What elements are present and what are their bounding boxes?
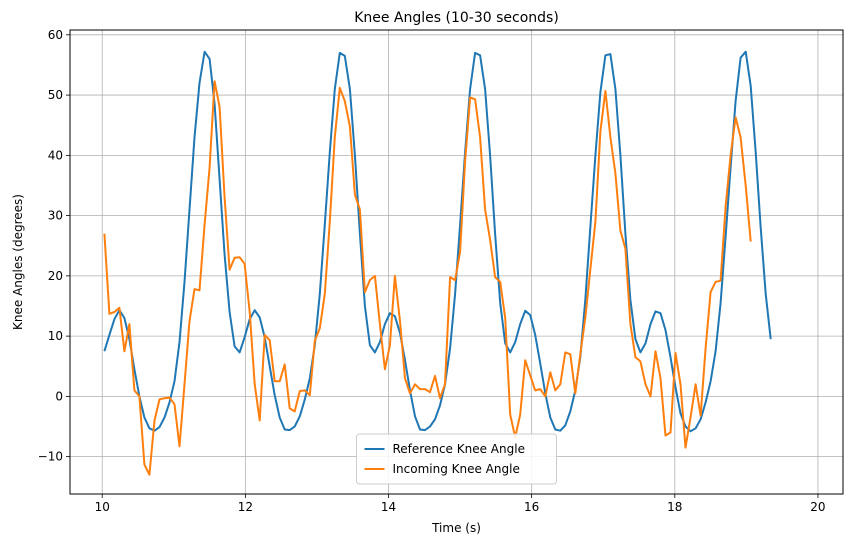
legend-label-reference: Reference Knee Angle xyxy=(393,442,525,456)
y-axis-title: Knee Angles (degrees) xyxy=(11,194,25,330)
incoming-knee-angle-line xyxy=(103,80,752,476)
y-tick-label: 10 xyxy=(48,329,63,343)
y-tick-label: 60 xyxy=(48,28,63,42)
chart-title: Knee Angles (10-30 seconds) xyxy=(354,10,559,26)
y-tick-label: 30 xyxy=(48,209,63,223)
x-tick-label: 14 xyxy=(381,500,396,514)
y-tick-label: 40 xyxy=(48,148,63,162)
axis-ticks: 10 12 14 16 18 20 −10 0 10 20 30 40 50 60 xyxy=(38,28,826,514)
legend-box xyxy=(356,433,557,485)
x-tick-label: 20 xyxy=(810,500,825,514)
x-axis-title: Time (s) xyxy=(431,521,481,535)
y-tick-label: 50 xyxy=(48,88,63,102)
legend: Reference Knee Angle Incoming Knee Angle xyxy=(356,433,557,485)
plot-frame xyxy=(69,29,844,495)
y-tick-label: −10 xyxy=(38,450,63,464)
legend-label-incoming: Incoming Knee Angle xyxy=(393,462,520,476)
x-tick-label: 16 xyxy=(524,500,539,514)
y-tick-label: 20 xyxy=(48,269,63,283)
x-tick-label: 18 xyxy=(667,500,682,514)
reference-knee-angle-line xyxy=(103,50,772,433)
y-tick-label: 0 xyxy=(55,389,63,403)
x-tick-label: 12 xyxy=(238,500,253,514)
series-area xyxy=(103,50,772,476)
x-tick-label: 10 xyxy=(95,500,110,514)
